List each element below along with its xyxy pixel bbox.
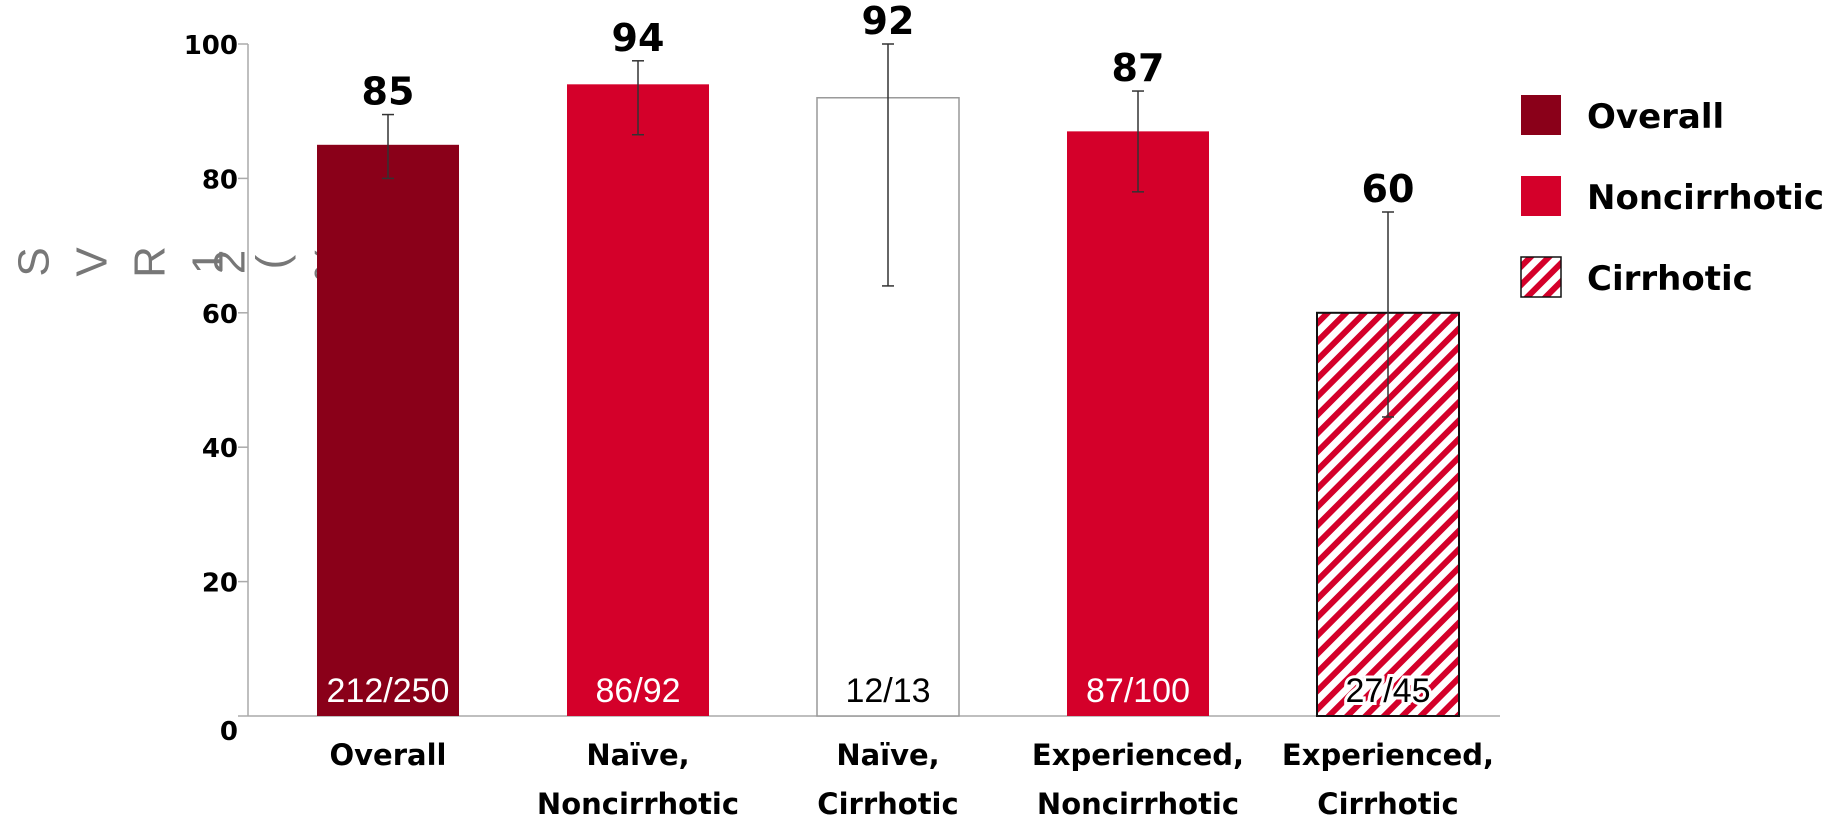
- y-tick-label: 40: [202, 434, 238, 464]
- bar: [317, 144, 459, 717]
- bar-value-label: 60: [1362, 167, 1415, 211]
- bar-value-label: 87: [1112, 46, 1165, 90]
- bar-fraction-label: 86/92: [595, 672, 680, 710]
- y-tick-label: 60: [202, 300, 238, 330]
- y-tick-label: 80: [202, 165, 238, 195]
- bar-fraction-label: 87/100: [1086, 672, 1190, 710]
- bars: 85 212/250 Overall 94 86/92 Naïve, Noncirrhoti…: [317, 0, 1494, 821]
- x-category-label: Experienced,: [1032, 738, 1244, 772]
- bar-fraction-label: 12/13: [845, 672, 930, 710]
- bar-value-label: 85: [362, 70, 415, 114]
- bar: [1067, 131, 1209, 717]
- legend: Overall Noncirrhotic Cirrhotic: [1520, 95, 1824, 299]
- y-axis-label-char: 2: [206, 250, 255, 274]
- y-tick-label: 20: [202, 569, 238, 599]
- y-axis-label-char: V: [68, 247, 117, 277]
- y-tick-label: 100: [184, 31, 238, 61]
- y-axis-label-char: R: [126, 246, 175, 278]
- x-category-label: Naïve,: [836, 738, 939, 772]
- x-category-label: Cirrhotic: [1317, 787, 1458, 821]
- x-category-label: Noncirrhotic: [537, 787, 739, 821]
- y-axis-label-char: (: [248, 254, 297, 269]
- x-category-label: Experienced,: [1282, 738, 1494, 772]
- bar-fraction-label: 27/45: [1345, 672, 1430, 710]
- bar-fraction-label: 212/250: [327, 672, 450, 710]
- x-category-label: Overall: [330, 738, 447, 772]
- bar-value-label: 92: [862, 0, 915, 43]
- y-axis-label-char: 1: [184, 250, 233, 274]
- x-category-label: Naïve,: [586, 738, 689, 772]
- x-category-label: Noncirrhotic: [1037, 787, 1239, 821]
- legend-label: Noncirrhotic: [1587, 178, 1824, 218]
- legend-swatch: [1520, 256, 1562, 298]
- legend-swatch: [1521, 176, 1561, 216]
- bar: [567, 84, 709, 716]
- legend-swatch: [1521, 95, 1561, 135]
- legend-label: Overall: [1587, 97, 1724, 137]
- bar-value-label: 94: [612, 16, 665, 60]
- legend-label: Cirrhotic: [1587, 259, 1753, 299]
- x-category-label: Cirrhotic: [817, 787, 958, 821]
- y-axis-label-char: S: [10, 247, 59, 276]
- y-tick-label: 0: [220, 717, 238, 747]
